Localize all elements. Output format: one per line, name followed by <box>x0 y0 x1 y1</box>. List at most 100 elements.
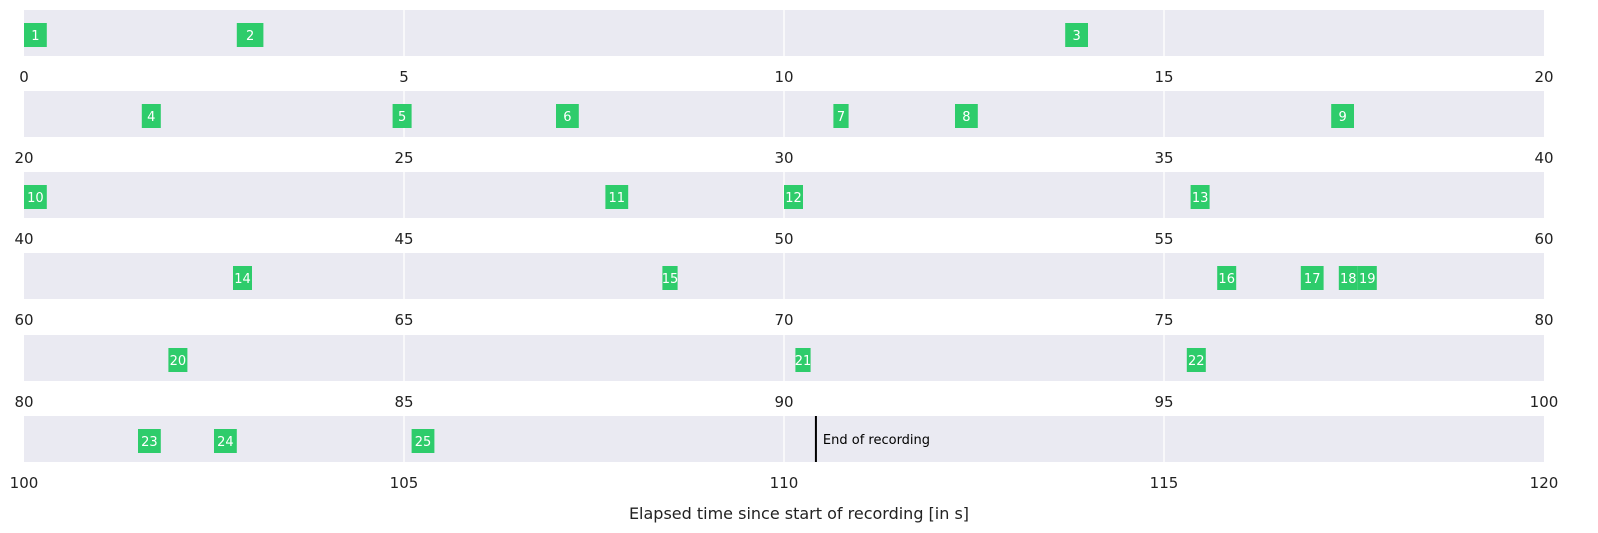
event-marker: 8 <box>955 104 978 128</box>
event-marker: 23 <box>138 429 161 453</box>
event-marker: 12 <box>784 185 803 209</box>
tick-label: 65 <box>394 311 413 329</box>
tick-label: 0 <box>19 68 29 86</box>
tick-label: 20 <box>14 149 33 167</box>
event-box <box>1300 266 1324 290</box>
event-box <box>233 266 252 290</box>
event-marker: 21 <box>795 348 812 372</box>
event-label: 9 <box>1338 110 1346 125</box>
event-marker: 24 <box>214 429 237 453</box>
tick-label: 80 <box>14 393 33 411</box>
event-label: 15 <box>662 272 679 287</box>
event-label: 17 <box>1304 272 1321 287</box>
event-box <box>1217 266 1237 290</box>
tick-label: 110 <box>770 474 799 492</box>
event-label: 25 <box>415 435 432 450</box>
timeline-row: 0 5 10 15 20 <box>19 10 1554 86</box>
event-marker: 2 <box>236 23 264 47</box>
event-label: 7 <box>837 110 845 125</box>
tick-label: 85 <box>394 393 413 411</box>
event-label: 18 <box>1340 272 1357 287</box>
event-label: 1 <box>31 29 39 44</box>
event-label: 20 <box>170 354 187 369</box>
event-box <box>392 104 412 128</box>
event-label: 4 <box>147 110 155 125</box>
event-marker: 20 <box>168 348 188 372</box>
timeline-row: 40 45 50 55 60 <box>14 172 1554 248</box>
tick-label: 15 <box>1154 68 1173 86</box>
event-marker: 17 <box>1300 266 1324 290</box>
tick-label: 95 <box>1154 393 1173 411</box>
event-marker: 1 <box>24 23 47 47</box>
event-box <box>1065 23 1088 47</box>
event-marker: 7 <box>833 104 849 128</box>
event-label: 10 <box>27 191 44 206</box>
event-label: 23 <box>141 435 158 450</box>
event-marker: 19 <box>1357 266 1377 290</box>
tick-label: 25 <box>394 149 413 167</box>
timeline-row: 80 85 90 95 100 <box>14 335 1558 411</box>
timeline-row: 100 105 110 115 120 <box>10 416 1559 492</box>
tick-label: 50 <box>774 230 793 248</box>
x-axis-label: Elapsed time since start of recording [i… <box>628 504 970 523</box>
event-label: 19 <box>1359 272 1376 287</box>
event-box <box>141 104 161 128</box>
event-marker: 6 <box>556 104 579 128</box>
event-box <box>784 185 803 209</box>
tick-label: 20 <box>1534 68 1553 86</box>
event-marker: 16 <box>1217 266 1237 290</box>
event-box <box>1190 185 1210 209</box>
event-label: 13 <box>1192 191 1209 206</box>
event-box <box>833 104 849 128</box>
event-label: 14 <box>234 272 251 287</box>
event-box <box>1338 266 1358 290</box>
event-box <box>556 104 579 128</box>
event-marker: 5 <box>392 104 412 128</box>
event-marker: 14 <box>233 266 252 290</box>
event-marker: 15 <box>662 266 679 290</box>
event-box <box>1331 104 1354 128</box>
event-box <box>138 429 161 453</box>
tick-label: 100 <box>1530 393 1559 411</box>
event-marker: 25 <box>411 429 435 453</box>
end-of-recording-label: End of recording <box>823 433 930 448</box>
tick-label: 90 <box>774 393 793 411</box>
tick-label: 105 <box>390 474 419 492</box>
event-box <box>168 348 188 372</box>
event-label: 11 <box>609 191 626 206</box>
tick-label: 10 <box>774 68 793 86</box>
tick-label: 30 <box>774 149 793 167</box>
event-label: 12 <box>785 191 802 206</box>
tick-label: 60 <box>14 311 33 329</box>
event-box <box>236 23 264 47</box>
event-marker: 11 <box>605 185 629 209</box>
tick-label: 40 <box>14 230 33 248</box>
event-marker: 4 <box>141 104 161 128</box>
tick-label: 40 <box>1534 149 1553 167</box>
tick-label: 35 <box>1154 149 1173 167</box>
event-box <box>214 429 237 453</box>
event-box <box>605 185 629 209</box>
event-label: 2 <box>246 29 254 44</box>
event-label: 8 <box>962 110 970 125</box>
tick-label: 75 <box>1154 311 1173 329</box>
event-marker: 9 <box>1331 104 1354 128</box>
event-label: 5 <box>398 110 406 125</box>
event-label: 6 <box>563 110 571 125</box>
tick-label: 115 <box>1150 474 1179 492</box>
event-box <box>1186 348 1206 372</box>
event-marker: 10 <box>24 185 47 209</box>
event-marker: 13 <box>1190 185 1210 209</box>
tick-label: 5 <box>399 68 409 86</box>
event-label: 21 <box>795 354 812 369</box>
event-box <box>795 348 811 372</box>
timeline-row: 60 65 70 75 80 <box>14 253 1554 329</box>
tick-label: 120 <box>1530 474 1559 492</box>
event-box <box>955 104 978 128</box>
event-marker: 22 <box>1186 348 1206 372</box>
tick-label: 55 <box>1154 230 1173 248</box>
event-label: 24 <box>217 435 234 450</box>
event-label: 16 <box>1218 272 1235 287</box>
timeline-row: 20 25 30 35 40 <box>14 91 1554 167</box>
